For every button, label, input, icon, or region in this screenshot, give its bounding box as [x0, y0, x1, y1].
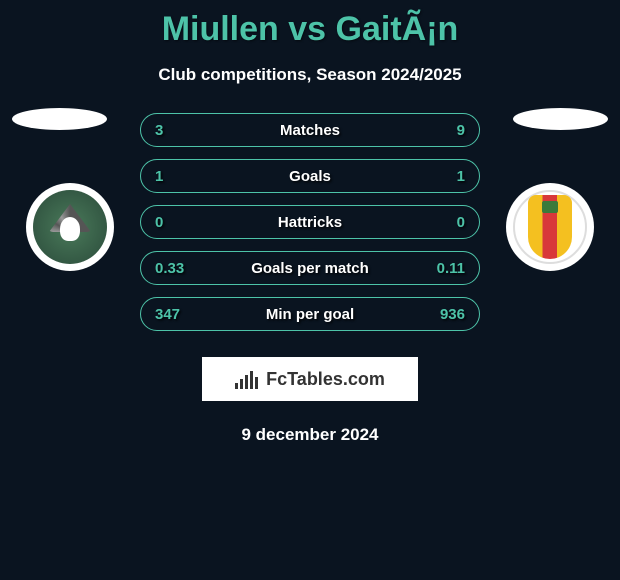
left-club-badge — [26, 183, 114, 271]
stat-row-matches: 3 Matches 9 — [140, 113, 480, 147]
peacock-icon — [45, 202, 95, 252]
stat-left-value: 347 — [155, 306, 191, 323]
stat-row-hattricks: 0 Hattricks 0 — [140, 205, 480, 239]
right-club-badge — [506, 183, 594, 271]
main-area: 3 Matches 9 1 Goals 1 0 Hattricks 0 0.33… — [0, 113, 620, 445]
right-player-oval — [513, 108, 608, 130]
stat-label: Goals per match — [191, 260, 429, 277]
stat-label: Goals — [191, 168, 429, 185]
stat-left-value: 3 — [155, 122, 191, 139]
stat-row-goals-per-match: 0.33 Goals per match 0.11 — [140, 251, 480, 285]
stat-label: Matches — [191, 122, 429, 139]
stat-right-value: 936 — [429, 306, 465, 323]
stat-label: Min per goal — [191, 306, 429, 323]
stat-row-min-per-goal: 347 Min per goal 936 — [140, 297, 480, 331]
subtitle: Club competitions, Season 2024/2025 — [0, 65, 620, 85]
stat-row-goals: 1 Goals 1 — [140, 159, 480, 193]
stat-right-value: 9 — [429, 122, 465, 139]
stat-right-value: 0 — [429, 214, 465, 231]
stat-left-value: 0 — [155, 214, 191, 231]
right-crest-icon — [513, 190, 587, 264]
left-crest-icon — [33, 190, 107, 264]
site-logo-text: FcTables.com — [266, 369, 385, 390]
page-title: Miullen vs GaitÃ¡n — [0, 0, 620, 49]
site-logo[interactable]: FcTables.com — [202, 357, 418, 401]
stat-label: Hattricks — [191, 214, 429, 231]
date-text: 9 december 2024 — [0, 425, 620, 445]
stat-left-value: 0.33 — [155, 260, 191, 277]
comparison-card: Miullen vs GaitÃ¡n Club competitions, Se… — [0, 0, 620, 580]
left-player-oval — [12, 108, 107, 130]
stat-left-value: 1 — [155, 168, 191, 185]
chart-bars-icon — [235, 369, 258, 389]
stat-right-value: 1 — [429, 168, 465, 185]
stripes-icon — [528, 195, 572, 259]
stat-right-value: 0.11 — [429, 260, 465, 277]
stats-list: 3 Matches 9 1 Goals 1 0 Hattricks 0 0.33… — [140, 113, 480, 331]
